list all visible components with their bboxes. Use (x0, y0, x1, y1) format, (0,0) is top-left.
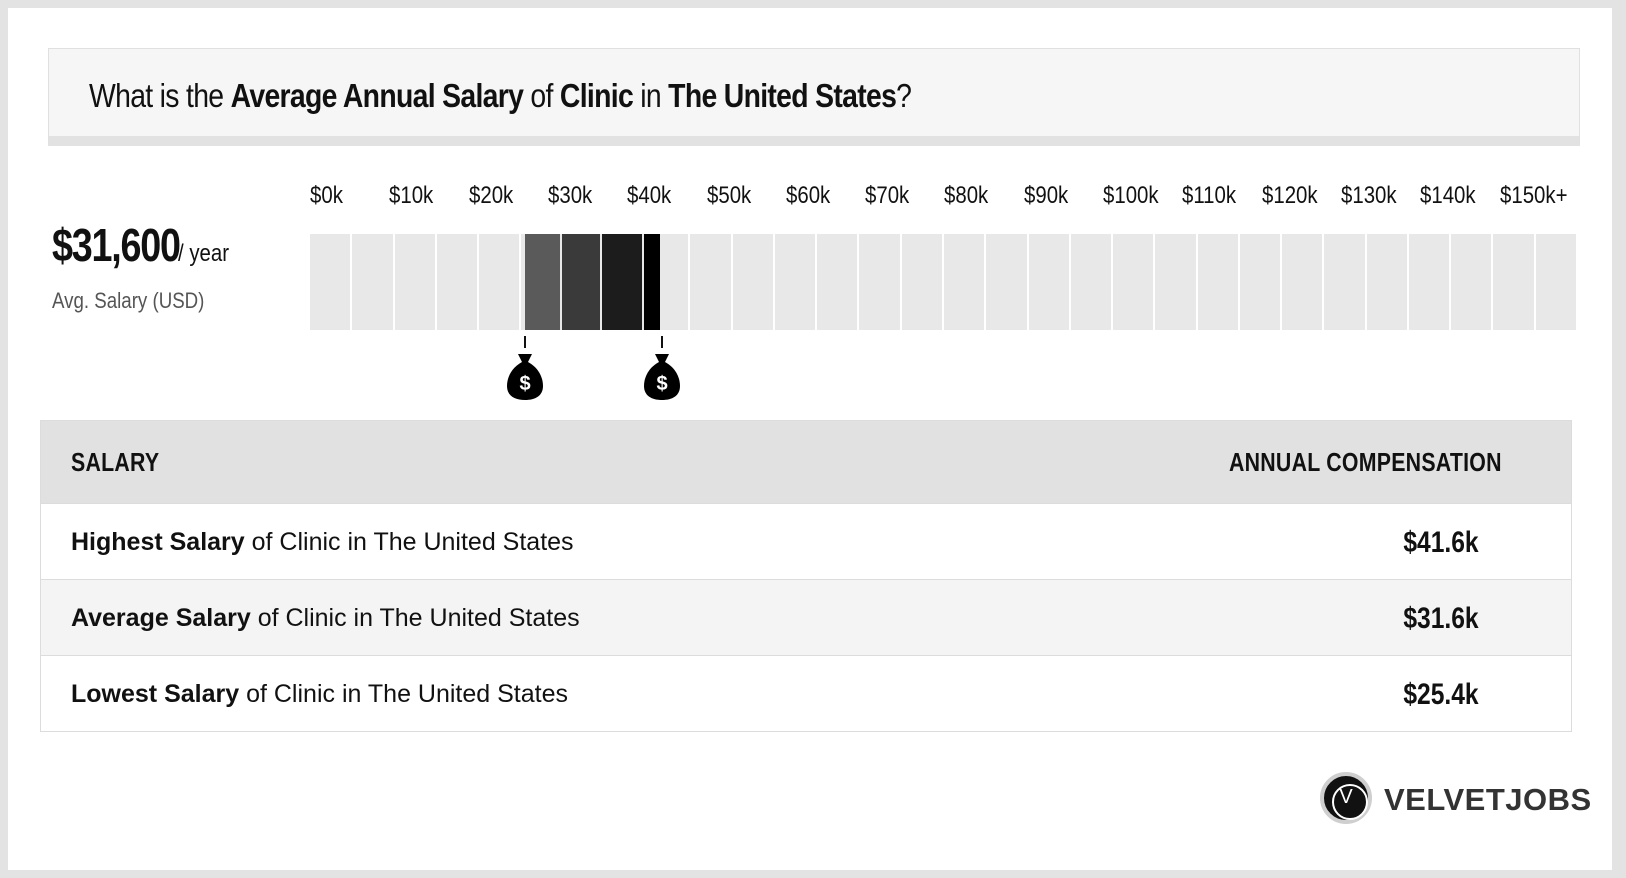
bar-track-segment (1324, 234, 1365, 330)
bar-track-segment (1239, 234, 1281, 330)
x-tick-label: $100k (1103, 182, 1159, 209)
salary-range-bar-fill (644, 234, 660, 330)
bar-track-segment (1366, 234, 1407, 330)
x-tick-label: $10k (389, 182, 434, 209)
bar-track-segment (1197, 234, 1238, 330)
salary-column-header: SALARY (71, 447, 160, 477)
x-tick-label: $30k (547, 182, 593, 209)
bar-track-segment (1070, 234, 1112, 330)
logo-badge-icon: V (1320, 772, 1372, 824)
bar-track-segment (817, 234, 858, 330)
row-value: $31.6k (1403, 602, 1479, 635)
money-bag-icon: $ (643, 354, 680, 400)
bar-track-segment (1451, 234, 1492, 330)
bar-track-segment (436, 234, 478, 330)
brand-name: VELVETJOBS (1384, 782, 1592, 817)
bar-track-segment (732, 234, 773, 330)
x-tick-label: $0k (310, 182, 343, 209)
bar-track-segment (1028, 234, 1069, 330)
bar-track-segment (1155, 234, 1196, 330)
x-tick-label: $80k (944, 182, 989, 209)
average-salary-label: Avg. Salary (USD) (52, 288, 205, 313)
bar-track-segment (1535, 234, 1576, 330)
x-tick-label: $20k (468, 182, 513, 209)
x-tick-label: $130k (1340, 182, 1397, 209)
svg-text:$: $ (519, 373, 530, 395)
table-header: SALARY ANNUAL COMPENSATION (41, 421, 1571, 503)
x-tick-label: $50k (706, 182, 751, 209)
x-tick-label: $40k (627, 182, 672, 209)
salary-range-bar-fill (524, 234, 560, 330)
bar-track-segment (310, 234, 351, 330)
row-description: Lowest Salary of Clinic in The United St… (71, 680, 569, 708)
question-header: What is the Average Annual Salary of Cli… (48, 48, 1580, 146)
bar-track-segment (1113, 234, 1154, 330)
average-salary-value: $31,600 (52, 219, 181, 271)
compensation-column-header: ANNUAL COMPENSATION (1229, 447, 1502, 477)
salary-table: SALARY ANNUAL COMPENSATION Highest Salar… (40, 420, 1572, 732)
table-body: Highest Salary of Clinic in The United S… (41, 503, 1571, 731)
salary-range-bar-fill (602, 234, 642, 330)
bar-track-segment (479, 234, 520, 330)
highest-salary-marker: $ (642, 336, 682, 402)
x-tick-label: $140k (1420, 182, 1476, 209)
row-value: $25.4k (1403, 678, 1479, 711)
salary-range-bar (310, 234, 1578, 330)
x-axis-tick-labels: $0k $10k $20k $30k $40k $50k $60k $70k $80k $90k $… (0, 182, 1626, 212)
salary-range-bar-fill (562, 234, 600, 330)
x-tick-label: $110k (1182, 182, 1237, 209)
bar-track-segment (1493, 234, 1534, 330)
row-description: Highest Salary of Clinic in The United S… (71, 528, 574, 556)
row-value: $41.6k (1403, 526, 1479, 559)
x-tick-label: $60k (785, 182, 831, 209)
average-salary: $31,600 / year (52, 218, 238, 272)
lowest-salary-marker: $ (505, 336, 545, 402)
table-row: Lowest Salary of Clinic in The United St… (41, 655, 1571, 731)
bar-track-segment (901, 234, 942, 330)
bar-track-segment (859, 234, 900, 330)
page-title: What is the Average Annual Salary of Cli… (89, 77, 912, 114)
money-bag-icon: $ (506, 354, 543, 400)
bar-track-segment (690, 234, 731, 330)
table-row: Average Salary of Clinic in The United S… (41, 579, 1571, 655)
bar-track-segment (774, 234, 816, 330)
bar-track-segment (352, 234, 393, 330)
x-tick-label: $150k+ (1499, 182, 1567, 209)
bar-track-segment (944, 234, 985, 330)
bar-track-segment (394, 234, 435, 330)
x-tick-label: $120k (1261, 182, 1318, 209)
x-tick-label: $70k (865, 182, 910, 209)
bar-track-segment (986, 234, 1027, 330)
svg-text:$: $ (656, 373, 667, 395)
table-row: Highest Salary of Clinic in The United S… (41, 503, 1571, 579)
bar-track-segment (1408, 234, 1450, 330)
average-salary-unit: / year (178, 240, 230, 267)
row-description: Average Salary of Clinic in The United S… (71, 604, 580, 632)
bar-track-segment (1282, 234, 1323, 330)
x-tick-label: $90k (1023, 182, 1068, 209)
